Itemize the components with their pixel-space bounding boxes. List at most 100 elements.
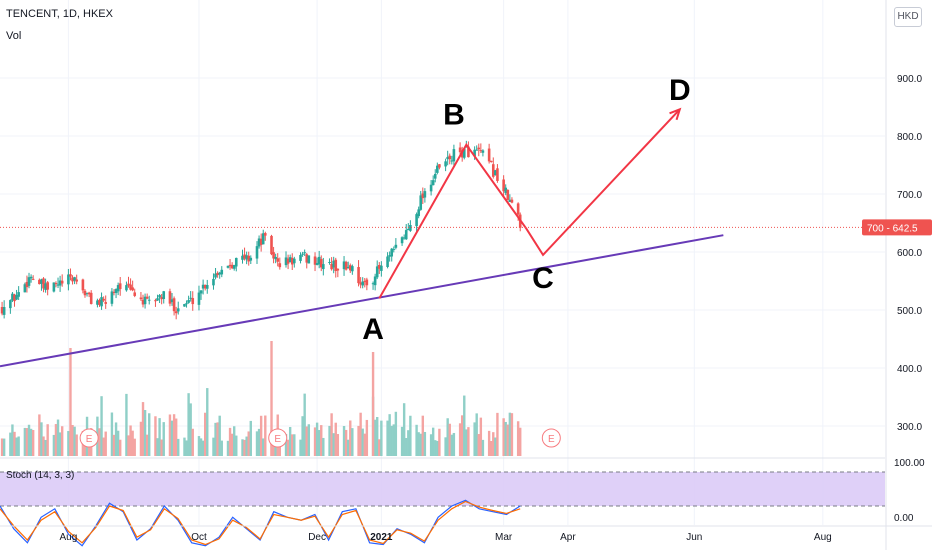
candle-body xyxy=(305,254,309,263)
candle-body xyxy=(477,147,481,150)
candle-body xyxy=(487,148,491,162)
volume-bar xyxy=(349,420,352,456)
candle-body xyxy=(234,257,238,267)
candle-body xyxy=(141,299,145,305)
candle-body xyxy=(9,300,12,309)
candle-body xyxy=(392,248,396,250)
volume-bar xyxy=(125,393,128,456)
candle-body xyxy=(114,289,118,294)
volume-bar xyxy=(465,429,468,456)
candle-body xyxy=(359,282,362,285)
volume-bar xyxy=(141,402,145,456)
candle-body xyxy=(290,257,294,265)
volume-bar xyxy=(492,432,495,456)
symbol-title: TENCENT, 1D, HKEX xyxy=(6,8,113,20)
volume-bar xyxy=(110,412,114,456)
candle-body xyxy=(226,265,230,268)
volume-bar xyxy=(13,431,16,456)
volume-bar xyxy=(228,427,232,456)
volume-bar xyxy=(158,418,161,456)
volume-bar xyxy=(386,420,389,456)
volume-bar-spike xyxy=(270,341,273,456)
volume-bar xyxy=(183,437,186,456)
volume-bar xyxy=(373,419,377,456)
candle-body xyxy=(444,161,447,167)
candle-body xyxy=(69,274,72,277)
volume-bar xyxy=(162,422,165,456)
candle-body xyxy=(467,146,470,158)
candle-body xyxy=(54,283,58,285)
volume-bar xyxy=(415,424,418,456)
volume-bar xyxy=(241,439,244,456)
candle-body xyxy=(2,307,6,315)
candle-body xyxy=(249,257,253,261)
volume-bar xyxy=(429,434,433,456)
candle-body xyxy=(27,277,31,286)
volume-bar xyxy=(262,438,265,456)
candle-body xyxy=(263,233,267,236)
volume-bar xyxy=(516,421,520,456)
stoch-tick-label: 0.00 xyxy=(894,513,914,524)
volume-bar xyxy=(519,427,522,456)
candle-body xyxy=(510,199,514,203)
candle-body xyxy=(160,297,163,300)
candle-body xyxy=(516,203,520,215)
candle-body xyxy=(23,284,27,293)
candle-body xyxy=(241,255,244,260)
candle-body xyxy=(409,224,412,231)
candle-body xyxy=(357,267,360,284)
volume-bar xyxy=(243,439,246,456)
volume-bar xyxy=(71,425,74,456)
y-tick-label: 600.0 xyxy=(897,248,922,259)
candle-body xyxy=(506,189,510,200)
earnings-marker xyxy=(268,428,288,448)
volume-bar xyxy=(291,434,294,456)
volume-bar xyxy=(419,433,422,456)
volume-bar xyxy=(376,417,379,456)
volume-bar xyxy=(230,433,234,456)
volume-bar xyxy=(129,425,132,456)
candle-body xyxy=(278,263,282,268)
candle-body xyxy=(400,237,404,244)
candle-body xyxy=(185,303,188,305)
candle-body xyxy=(162,291,166,299)
volume-bar xyxy=(2,438,6,456)
candle-body xyxy=(431,180,435,186)
candle-body xyxy=(46,282,49,290)
candle-body xyxy=(230,264,234,269)
volume-bar xyxy=(490,440,493,456)
volume-bar xyxy=(9,432,12,456)
volume-bar xyxy=(444,437,447,456)
volume-bar xyxy=(405,438,408,456)
candle-body xyxy=(44,283,47,290)
volume-bar xyxy=(431,427,435,456)
candle-body xyxy=(228,264,232,267)
volume-bar xyxy=(299,439,302,456)
volume-bar xyxy=(247,431,250,456)
candle-body xyxy=(450,160,454,162)
currency-button[interactable]: HKD xyxy=(894,7,922,27)
volume-bar xyxy=(504,421,507,456)
x-tick-label: Apr xyxy=(560,532,576,543)
candle-body xyxy=(371,283,375,285)
volume-bar xyxy=(494,437,497,456)
candle-body xyxy=(494,170,497,176)
volume-bar xyxy=(133,438,136,456)
volume-bar xyxy=(11,424,14,456)
volume-bar xyxy=(56,419,60,456)
volume-bar xyxy=(380,420,383,456)
earnings-marker xyxy=(79,428,99,448)
volume-bar xyxy=(460,415,464,456)
volume-bar xyxy=(317,430,321,456)
volume-bar xyxy=(191,428,194,456)
volume-bar xyxy=(143,410,147,456)
volume-bar xyxy=(23,427,27,456)
volume-bar xyxy=(172,414,176,456)
volume-bar xyxy=(361,428,364,456)
volume-bar xyxy=(400,426,404,456)
candle-body xyxy=(344,261,348,270)
volume-bar xyxy=(104,431,107,456)
volume-bar xyxy=(344,429,348,456)
